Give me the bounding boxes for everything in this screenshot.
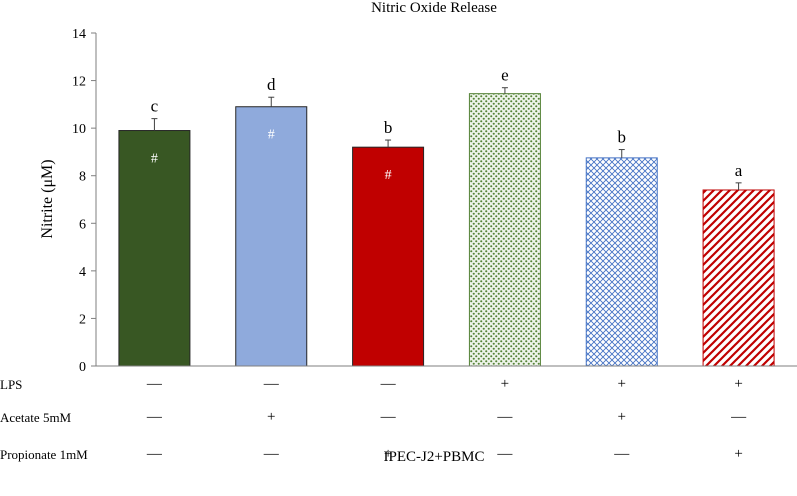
treatment-sign: — (613, 446, 630, 462)
bar (702, 189, 775, 367)
treatment-label: LPS (0, 377, 22, 392)
chart-title: Nitric Oxide Release (371, 0, 497, 16)
treatment-sign: + (734, 376, 742, 392)
treatment-sign: — (380, 409, 397, 425)
treatment-sign: + (501, 376, 509, 392)
treatment-label: Acetate 5mM (0, 410, 72, 425)
significance-letter: d (267, 75, 276, 94)
significance-letter: c (151, 97, 159, 116)
treatment-sign: — (146, 376, 163, 392)
y-tick-label: 6 (79, 217, 86, 232)
error-bars (151, 87, 742, 190)
y-tick-label: 12 (72, 75, 86, 90)
bar (235, 106, 308, 367)
bar (118, 130, 191, 367)
y-axis-ticks: 0 2 4 6 8 10 12 14 (72, 27, 96, 375)
significance-letter: b (618, 128, 627, 147)
significance-letter: b (384, 118, 393, 137)
treatment-sign: — (496, 446, 513, 462)
treatment-sign: + (267, 409, 275, 425)
significance-letters: c d b e b a (151, 66, 743, 180)
y-axis-label: Nitrite (μM) (39, 159, 56, 238)
treatment-sign: + (618, 376, 626, 392)
y-tick-label: 14 (72, 27, 86, 42)
y-tick-label: 10 (72, 122, 86, 137)
y-tick-label: 2 (79, 312, 86, 327)
treatment-sign: — (380, 376, 397, 392)
treatment-sign: — (146, 446, 163, 462)
hash-mark: # (385, 168, 392, 183)
treatment-sign: — (146, 409, 163, 425)
treatment-sign: + (618, 409, 626, 425)
treatment-sign: — (496, 409, 513, 425)
hash-mark: # (151, 152, 158, 167)
bar (468, 93, 541, 367)
treatment-sign: + (384, 446, 392, 462)
significance-letter: a (735, 161, 743, 180)
treatment-table: LPS — — — + + + Acetate 5mM — + — — + — Propionate 1mM… (0, 376, 747, 462)
treatment-label: Propionate 1mM (0, 447, 88, 462)
bar (585, 157, 658, 367)
y-tick-label: 0 (79, 360, 86, 375)
hash-marks: # # # (151, 128, 392, 183)
y-tick-label: 4 (79, 265, 86, 280)
treatment-sign: — (263, 376, 280, 392)
bars (118, 93, 775, 367)
significance-letter: e (501, 66, 509, 85)
treatment-sign: — (730, 409, 747, 425)
treatment-sign: — (263, 446, 280, 462)
hash-mark: # (268, 128, 275, 143)
y-tick-label: 8 (79, 170, 86, 185)
treatment-sign: + (734, 446, 742, 462)
bar (352, 146, 425, 367)
x-axis-label: IPEC-J2+PBMC (384, 449, 485, 465)
